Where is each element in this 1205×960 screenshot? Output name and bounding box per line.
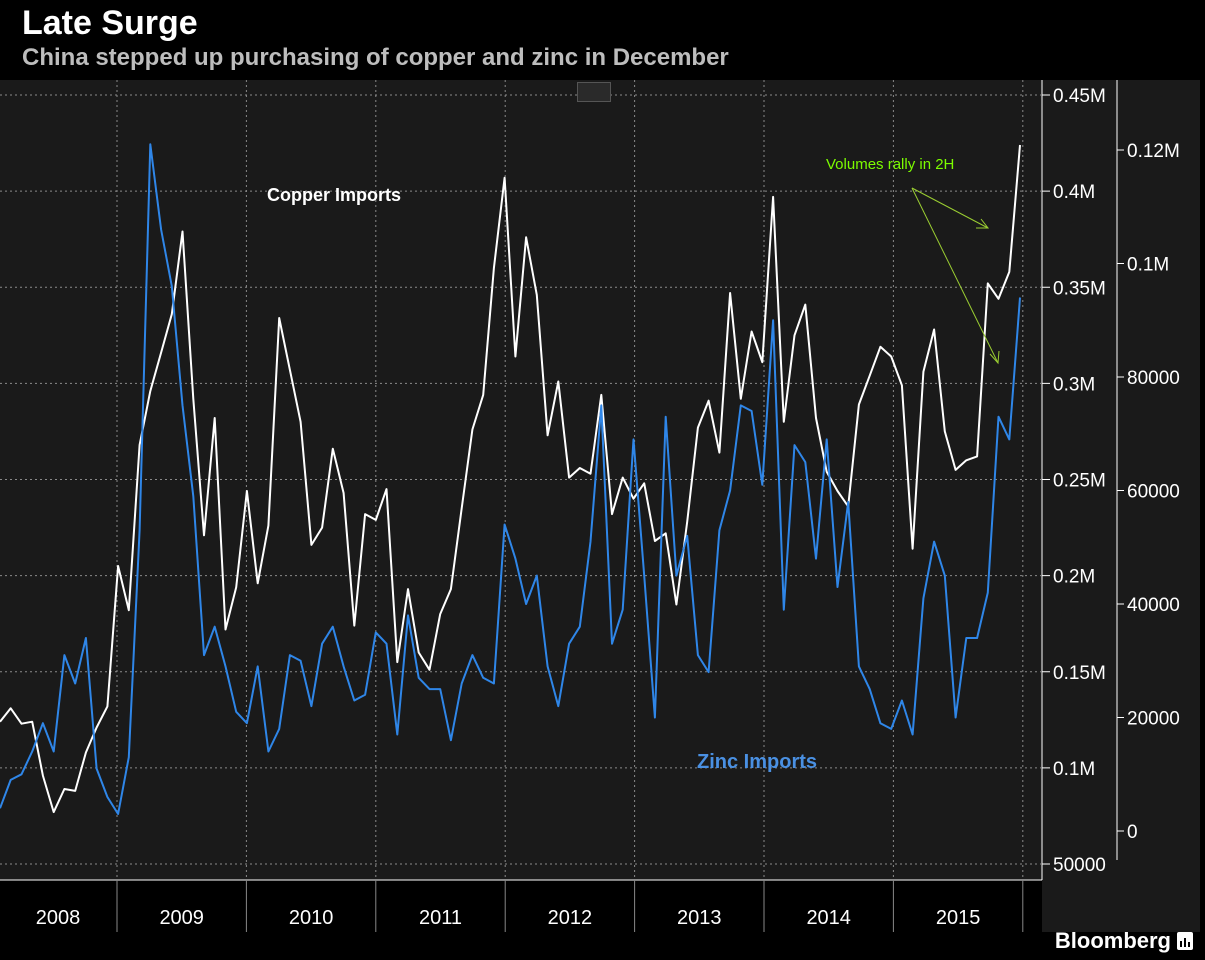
- arrow-to-zinc: [911, 187, 999, 364]
- left-tick-label: 0.45M: [1053, 86, 1106, 107]
- series-layer: [0, 143, 1021, 815]
- x-tick-label: 2010: [289, 907, 334, 929]
- right-tick-label: 0.1M: [1127, 255, 1169, 276]
- x-tick-label: 2009: [159, 907, 204, 929]
- plot-background: [0, 80, 1200, 932]
- rally-annotation: Volumes rally in 2H: [826, 156, 954, 173]
- right-tick-label: 0.12M: [1127, 141, 1180, 162]
- bloomberg-logo: Bloomberg: [1055, 928, 1193, 954]
- left-tick-label: 0.15M: [1053, 663, 1106, 684]
- x-tick-label: 2015: [936, 907, 981, 929]
- chart-type-button[interactable]: [577, 82, 611, 102]
- right-tick-label: 40000: [1127, 595, 1180, 616]
- zinc-imports-line: [0, 143, 1021, 815]
- chart-title: Late Surge: [22, 4, 198, 42]
- arrow-head-copper: [976, 218, 990, 229]
- x-tick-label: 2008: [36, 907, 81, 929]
- arrow-head-zinc: [989, 350, 1000, 365]
- chart-subtitle: China stepped up purchasing of copper an…: [22, 44, 729, 71]
- right-tick-label: 80000: [1127, 368, 1180, 389]
- grid-lines: [0, 80, 1041, 880]
- left-tick-label: 0.25M: [1053, 471, 1106, 492]
- left-tick-label: 0.1M: [1053, 759, 1095, 780]
- left-tick-label: 0.2M: [1053, 567, 1095, 588]
- left-tick-label: 0.35M: [1053, 278, 1106, 299]
- rally-arrows: [911, 187, 1000, 365]
- x-axis-band: [0, 880, 1042, 932]
- copper-series-label: Copper Imports: [267, 185, 401, 205]
- copper-imports-line: [0, 144, 1021, 814]
- arrow-to-copper: [911, 187, 989, 229]
- right-tick-label: 60000: [1127, 482, 1180, 503]
- left-tick-label: 0.4M: [1053, 182, 1095, 203]
- x-tick-label: 2011: [419, 907, 462, 929]
- x-tick-label: 2012: [548, 907, 593, 929]
- left-tick-label: 0.3M: [1053, 374, 1095, 395]
- logo-text: Bloomberg: [1054, 928, 1171, 953]
- x-tick-label: 2014: [806, 907, 851, 929]
- left-tick-label: 50000: [1053, 855, 1106, 876]
- chart-icon: [1177, 932, 1193, 950]
- right-tick-label: 0: [1127, 822, 1138, 843]
- x-tick-label: 2013: [677, 907, 722, 929]
- right-axis: 0 20000 40000 60000 80000 0.1M 0.12M: [1116, 80, 1180, 860]
- x-axis: 2008 2009 2010 2011 2012 2013 2014 2015: [0, 879, 1042, 932]
- left-axis: 50000 0.1M 0.15M 0.2M 0.25M 0.3M 0.35M 0.4M 0.45…: [1041, 80, 1106, 880]
- right-tick-label: 20000: [1127, 709, 1180, 730]
- zinc-series-label: Zinc Imports: [697, 751, 817, 773]
